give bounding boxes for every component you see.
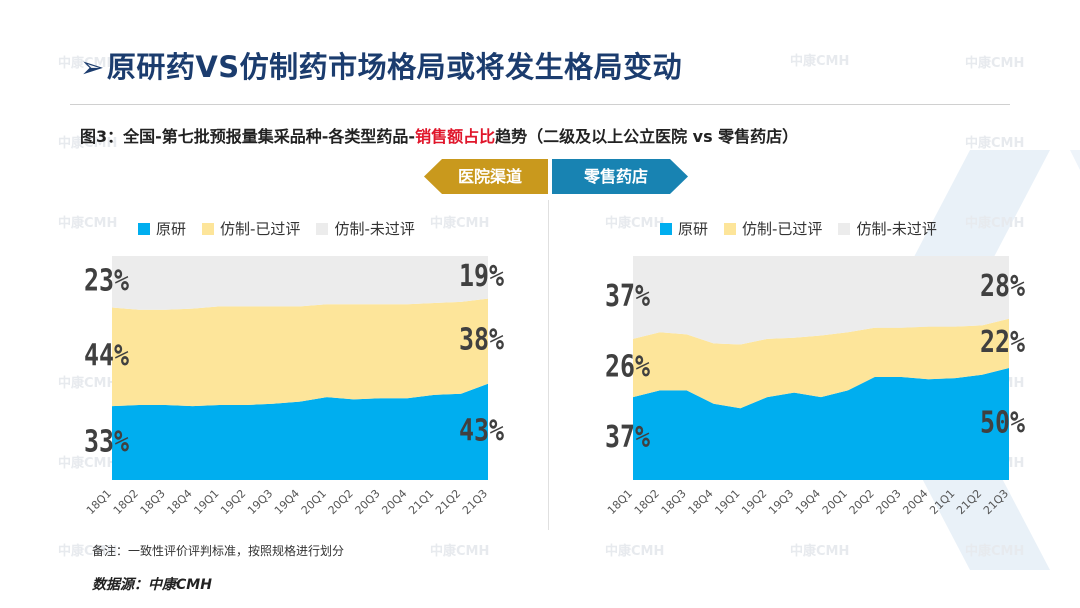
watermark: 中康CMH: [58, 56, 118, 71]
x-tick-label: 20Q3: [874, 487, 904, 517]
watermark: 中康CMH: [965, 56, 1025, 71]
legend-label: 仿制-未过评: [334, 220, 415, 238]
data-label: 23%: [84, 263, 129, 298]
watermark: 中康CMH: [790, 544, 850, 559]
x-tick-label: 19Q3: [766, 487, 796, 517]
watermark: 中康CMH: [58, 136, 118, 151]
x-tick-label: 20Q4: [900, 487, 930, 517]
area-series-generic-not-evaluated: [633, 256, 1009, 345]
legend-swatch-generic-evaluated: [202, 222, 215, 235]
legend-item-original: 原研: [138, 218, 186, 239]
legend-label: 原研: [156, 220, 187, 238]
x-tick-label: 19Q4: [793, 487, 823, 517]
x-tick-label: 21Q2: [954, 487, 984, 517]
figure-caption-suffix: 趋势（二级及以上公立医院 vs 零售药店）: [495, 127, 799, 146]
legend-swatch-generic-evaluated: [724, 222, 737, 235]
x-tick-label: 20Q1: [820, 487, 850, 517]
area-series-generic-evaluated: [112, 298, 488, 407]
legend-swatch-generic-not-evaluated: [838, 222, 851, 235]
watermark: 中康CMH: [58, 544, 118, 559]
legend-label: 原研: [678, 220, 709, 238]
data-label: 50%: [980, 406, 1025, 441]
legend-label: 仿制-未过评: [856, 220, 937, 238]
data-label: 38%: [459, 323, 504, 358]
watermark: 中康CMH: [58, 456, 118, 471]
x-tick-label: 18Q4: [686, 487, 716, 517]
x-tick-label: 18Q1: [605, 487, 635, 517]
data-label: 37%: [605, 279, 650, 314]
legend-swatch-original: [138, 222, 150, 235]
x-tick-label: 19Q2: [739, 487, 769, 517]
legend-label: 仿制-已过评: [220, 220, 301, 238]
x-tick-label: 18Q2: [632, 487, 662, 517]
data-label: 33%: [84, 425, 129, 460]
page-title: ➢原研药VS仿制药市场格局或将发生格局变动: [80, 44, 682, 86]
title-divider: [70, 104, 1010, 105]
legend-item-original: 原研: [660, 218, 708, 239]
data-label: 43%: [459, 413, 504, 448]
figure-caption-prefix: 图3：全国-第七批预报量集采品种-各类型药品-: [80, 127, 416, 146]
panel-divider: [548, 200, 549, 530]
figure-caption: 图3：全国-第七批预报量集采品种-各类型药品-销售额占比趋势（二级及以上公立医院…: [80, 123, 798, 147]
legend-item-generic-not-evaluated: 仿制-未过评: [316, 218, 415, 239]
area-series-original: [112, 383, 488, 480]
watermark: 中康CMH: [965, 136, 1025, 151]
watermark: 中康CMH: [965, 216, 1025, 231]
watermark: 中康CMH: [790, 54, 850, 69]
data-label: 37%: [605, 420, 650, 455]
data-label: 19%: [459, 259, 504, 294]
data-source: 数据源：中康CMH: [92, 577, 212, 593]
watermark: 中康CMH: [605, 216, 665, 231]
x-tick-label: 18Q3: [659, 487, 689, 517]
footnote: 备注：一致性评价评判标准，按照规格进行划分: [92, 544, 345, 558]
watermark: 中康CMH: [430, 544, 490, 559]
figure-caption-highlight: 销售额占比: [415, 127, 496, 146]
watermark: 中康CMH: [605, 544, 665, 559]
data-label: 26%: [605, 350, 650, 385]
legend-swatch-generic-not-evaluated: [316, 222, 329, 235]
legend-retail: 原研 仿制-已过评 仿制-未过评: [660, 218, 953, 239]
data-label: 44%: [84, 338, 129, 373]
x-tick-label: 21Q3: [981, 487, 1011, 517]
watermark: 中康CMH: [58, 376, 118, 391]
tab-retail-pharmacy: 零售药店: [552, 159, 688, 194]
x-tick-label: 19Q1: [712, 487, 742, 517]
x-tick-label: 21Q1: [927, 487, 957, 517]
title-arrow-icon: ➢: [80, 50, 105, 84]
watermark: 中康CMH: [965, 544, 1025, 559]
data-label: 28%: [980, 269, 1025, 304]
legend-item-generic-evaluated: 仿制-已过评: [202, 218, 300, 239]
legend-label: 仿制-已过评: [742, 220, 823, 238]
area-series-generic-evaluated: [633, 318, 1009, 409]
area-series-generic-not-evaluated: [112, 256, 488, 310]
legend-swatch-original: [660, 222, 672, 235]
watermark: 中康CMH: [58, 216, 118, 231]
legend-item-generic-evaluated: 仿制-已过评: [724, 218, 822, 239]
x-tick-label: 20Q2: [847, 487, 877, 517]
legend-item-generic-not-evaluated: 仿制-未过评: [838, 218, 937, 239]
watermark: 中康CMH: [430, 216, 490, 231]
area-series-original: [633, 368, 1009, 480]
tab-hospital-channel: 医院渠道: [424, 159, 548, 194]
data-label: 22%: [980, 325, 1025, 360]
legend-hospital: 原研 仿制-已过评 仿制-未过评: [138, 218, 431, 239]
page-title-text: 原研药VS仿制药市场格局或将发生格局变动: [106, 50, 683, 84]
